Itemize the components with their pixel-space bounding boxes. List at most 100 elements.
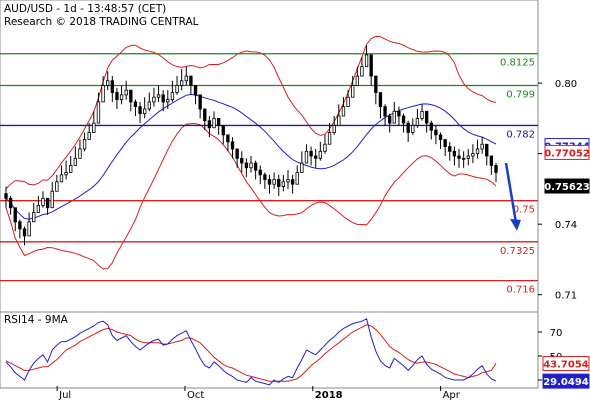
price-tag-bollinger: 0.77052 — [544, 148, 590, 159]
candle-body — [184, 75, 188, 82]
x-axis-label-2018: 2018 — [315, 390, 343, 400]
candle-body — [281, 181, 286, 187]
candle-body — [337, 115, 341, 126]
candle-body — [221, 125, 225, 136]
candle-body — [32, 212, 36, 223]
price-tag-box-bollinger — [544, 144, 590, 160]
rsi-tags: 43.7054 29.0494 — [542, 356, 590, 389]
candle-body — [415, 117, 420, 126]
level-label-0.799: 0.799 — [506, 89, 535, 100]
x-axis-label-Jul: Jul — [58, 390, 71, 400]
forecast-arrowhead — [510, 218, 521, 231]
rsi-lines — [5, 318, 497, 386]
candle-body — [115, 92, 119, 100]
candle-body — [64, 172, 68, 176]
price-tag-box-last — [544, 178, 590, 194]
x-axis: Jul Oct 2018 Apr — [56, 386, 461, 400]
x-axis-label-Apr: Apr — [443, 390, 461, 400]
candle-body — [485, 143, 489, 157]
candle-body — [143, 108, 147, 115]
candle-body — [166, 99, 170, 103]
candle-body — [475, 148, 480, 155]
candle-body — [277, 179, 281, 187]
candle-body — [175, 85, 179, 93]
candle-body — [203, 108, 207, 122]
candle-body — [309, 150, 313, 157]
candle-body — [332, 125, 336, 133]
price-axis-label: 0.71 — [555, 291, 577, 302]
candle-body — [193, 85, 198, 96]
candle-body — [360, 66, 364, 77]
rsi-title: RSI14 - 9MA — [4, 314, 69, 326]
candle-body — [161, 94, 165, 103]
candle-body — [489, 155, 494, 166]
bollinger-lower-line — [5, 123, 497, 270]
candle-body — [249, 162, 253, 169]
candle-body — [36, 204, 41, 213]
candle-body — [420, 110, 424, 119]
candle-body — [443, 139, 447, 147]
candle-body — [170, 92, 175, 100]
candle-body — [295, 172, 299, 185]
candle-body — [258, 169, 262, 176]
forecast-arrow-shaft — [504, 162, 518, 224]
candle-body — [8, 197, 13, 209]
candle-body — [424, 110, 429, 124]
moving-average — [5, 93, 497, 220]
rsi-panel — [0, 311, 539, 389]
candle-body — [216, 117, 221, 126]
candle-body — [406, 122, 410, 133]
levels: 0.8125 0.799 0.782 0.75 0.7325 0.716 — [0, 53, 538, 296]
candle-body — [73, 157, 78, 166]
candle-body — [18, 221, 22, 230]
candle-body — [138, 106, 142, 115]
level-label-0.75: 0.75 — [513, 205, 535, 216]
candle-body — [41, 197, 45, 206]
candle-body — [304, 150, 309, 164]
candle-body — [179, 80, 184, 86]
candle-body — [392, 110, 396, 124]
candle-body — [101, 85, 105, 103]
candle-body — [129, 89, 133, 103]
candle-body — [4, 193, 8, 199]
rsi-tag-box-rsi — [542, 373, 590, 389]
candle-body — [383, 106, 387, 117]
candle-body — [235, 148, 239, 159]
candle-body — [461, 157, 466, 160]
candle-body — [133, 101, 138, 108]
candle-body — [82, 139, 87, 150]
candle-body — [87, 132, 91, 140]
candle-body — [207, 120, 212, 129]
candle-body — [230, 141, 235, 150]
bollinger-bands — [5, 35, 497, 270]
rsi-tag-rsi: 29.0494 — [543, 377, 589, 388]
chart-title: AUD/USD - 1d - 13:48:57 (CET) — [4, 3, 166, 15]
candle-body — [92, 122, 96, 133]
candle-body — [369, 54, 373, 77]
rsi-axis-label: 70 — [550, 328, 563, 339]
price-axis-label: 0.80 — [555, 79, 577, 90]
candle-body — [346, 96, 350, 108]
candle-body — [480, 143, 484, 150]
candle-body — [110, 80, 114, 93]
candle-body — [240, 157, 244, 164]
level-label-0.782: 0.782 — [506, 129, 535, 140]
candle-body — [244, 162, 249, 169]
candle-body — [50, 190, 54, 209]
candle-body — [397, 110, 401, 117]
candle-body — [323, 143, 327, 152]
bollinger-upper-line — [5, 35, 497, 190]
candle-body — [253, 162, 258, 171]
rsi-tag-box-signal — [542, 356, 590, 372]
candle-body — [434, 129, 438, 136]
level-label-0.7325: 0.7325 — [500, 246, 535, 257]
candle-body — [78, 148, 82, 159]
candle-body — [147, 101, 151, 110]
candle-body — [290, 179, 295, 185]
forecast-arrow-group — [504, 162, 521, 231]
price-panel — [0, 0, 539, 313]
candle-body — [355, 75, 359, 86]
